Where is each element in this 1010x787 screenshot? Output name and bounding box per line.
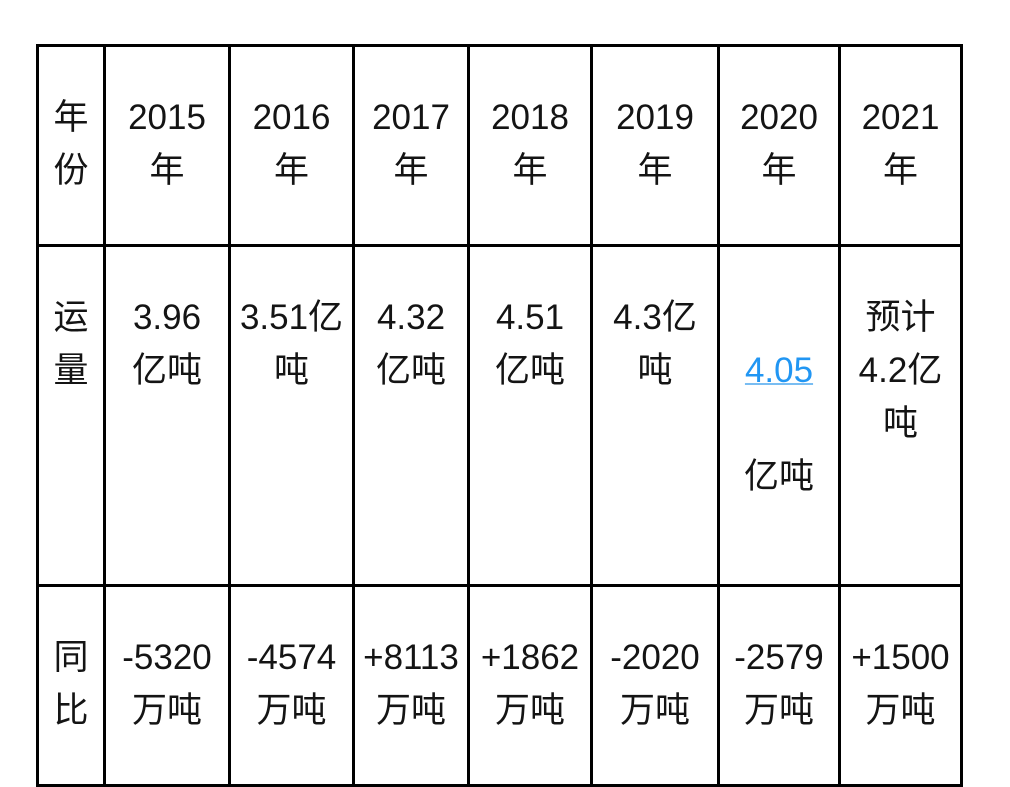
year-cell-2018: 2018 年 xyxy=(467,44,593,247)
yoy-cell-2018: +1862 万吨 xyxy=(467,584,593,787)
volume-cell-2018: 4.51 亿吨 xyxy=(467,244,593,587)
year-cell-2019: 2019 年 xyxy=(590,44,720,247)
year-cell-2016: 2016 年 xyxy=(228,44,355,247)
freight-volume-table: 年 份 2015 年 2016 年 2017 年 2018 年 2019 年 2… xyxy=(36,44,963,787)
yoy-cell-2019: -2020 万吨 xyxy=(590,584,720,787)
year-cell-2017: 2017 年 xyxy=(352,44,470,247)
volume-cell-2019: 4.3亿 吨 xyxy=(590,244,720,587)
volume-2020-link[interactable]: 4.05 xyxy=(744,351,814,390)
yoy-cell-2020: -2579 万吨 xyxy=(717,584,841,787)
table-row-year: 年 份 2015 年 2016 年 2017 年 2018 年 2019 年 2… xyxy=(36,44,963,247)
yoy-cell-2017: +8113 万吨 xyxy=(352,584,470,787)
volume-cell-2021: 预计 4.2亿 吨 xyxy=(838,244,963,587)
volume-cell-2015: 3.96 亿吨 xyxy=(103,244,231,587)
yoy-cell-2021: +1500 万吨 xyxy=(838,584,963,787)
volume-2020-unit: 亿吨 xyxy=(743,457,814,496)
table-row-yoy: 同 比 -5320 万吨 -4574 万吨 +8113 万吨 +1862 万吨 … xyxy=(36,584,963,787)
yoy-cell-2016: -4574 万吨 xyxy=(228,584,355,787)
volume-cell-2017: 4.32 亿吨 xyxy=(352,244,470,587)
volume-cell-2016: 3.51亿 吨 xyxy=(228,244,355,587)
year-cell-2015: 2015 年 xyxy=(103,44,231,247)
row-header-year: 年 份 xyxy=(36,44,106,247)
yoy-cell-2015: -5320 万吨 xyxy=(103,584,231,787)
table-row-volume: 运 量 3.96 亿吨 3.51亿 吨 4.32 亿吨 4.51 亿吨 4.3亿… xyxy=(36,244,963,587)
year-cell-2021: 2021 年 xyxy=(838,44,963,247)
year-cell-2020: 2020 年 xyxy=(717,44,841,247)
row-header-yoy: 同 比 xyxy=(36,584,106,787)
row-header-volume: 运 量 xyxy=(36,244,106,587)
volume-cell-2020: 4.05 亿吨 xyxy=(717,244,841,587)
